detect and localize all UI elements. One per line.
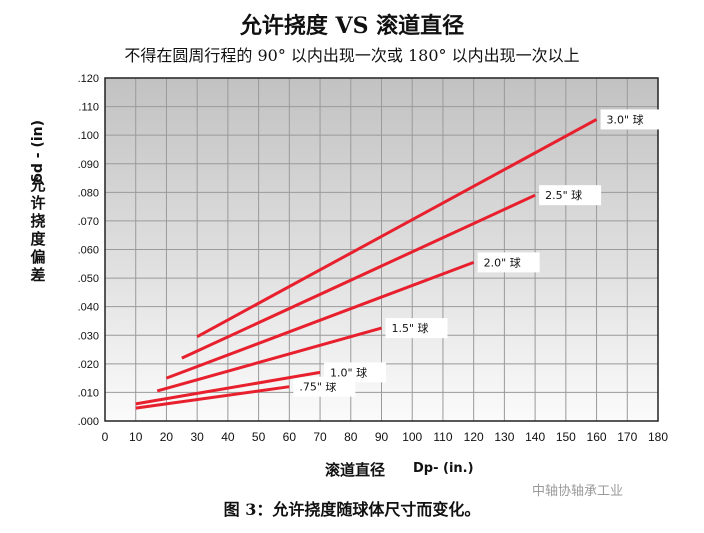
y-tick-label: .070 bbox=[78, 216, 99, 228]
series-line bbox=[156, 326, 382, 393]
series-label-box bbox=[600, 109, 663, 130]
x-tick-label: 60 bbox=[283, 430, 297, 444]
y-tick-label: .060 bbox=[78, 245, 99, 257]
series-label-box bbox=[324, 362, 387, 383]
x-tick-label: 110 bbox=[433, 430, 452, 444]
x-tick-label: 40 bbox=[221, 430, 235, 444]
x-tick-label: 50 bbox=[252, 430, 266, 444]
series-label: .75" 球 bbox=[299, 380, 336, 394]
x-tick-label: 150 bbox=[556, 430, 576, 444]
y-axis-label: 允许挠度偏差 bbox=[30, 176, 46, 284]
x-tick-label: 20 bbox=[160, 430, 174, 444]
x-tick-label: 80 bbox=[344, 430, 358, 444]
x-tick-label: 160 bbox=[587, 430, 607, 444]
series-line bbox=[181, 193, 536, 360]
y-tick-label: .110 bbox=[78, 102, 99, 114]
series-label-box bbox=[539, 185, 602, 206]
watermark: 中轴协轴承工业 bbox=[532, 484, 624, 499]
series-label: 2.5" 球 bbox=[545, 188, 582, 202]
x-tick-label: 10 bbox=[129, 430, 143, 444]
x-tick-label: 180 bbox=[648, 430, 668, 444]
x-tick-label: 140 bbox=[525, 430, 545, 444]
y-tick-label: .090 bbox=[78, 159, 99, 171]
series-label: 1.0" 球 bbox=[330, 365, 367, 379]
x-tick-label: 0 bbox=[102, 430, 109, 444]
x-tick-label: 120 bbox=[464, 430, 484, 444]
x-axis-unit: Dp- (in.) bbox=[413, 461, 474, 476]
plot-frame bbox=[104, 77, 659, 422]
series-line bbox=[135, 370, 321, 406]
y-tick-label: .120 bbox=[78, 73, 99, 85]
y-tick-label: .010 bbox=[78, 387, 99, 399]
series-label-box bbox=[385, 318, 448, 339]
y-tick-label: .040 bbox=[78, 302, 99, 314]
x-tick-label: 70 bbox=[313, 430, 327, 444]
y-tick-label: .050 bbox=[78, 273, 99, 285]
series-label: 1.5" 球 bbox=[392, 321, 429, 335]
x-tick-label: 170 bbox=[617, 430, 637, 444]
chart-title: 允许挠度 VS 滚道直径 bbox=[239, 13, 465, 39]
series-label: 2.0" 球 bbox=[484, 255, 521, 269]
y-tick-label: .000 bbox=[78, 416, 99, 428]
x-tick-label: 130 bbox=[494, 430, 514, 444]
y-tick-label: .030 bbox=[78, 330, 99, 342]
x-tick-label: 30 bbox=[190, 430, 204, 444]
x-tick-label: 90 bbox=[375, 430, 389, 444]
x-axis-label: 滚道直径 bbox=[325, 461, 386, 479]
series-label-box bbox=[477, 252, 540, 273]
series-line bbox=[165, 260, 475, 380]
y-tick-label: .100 bbox=[78, 130, 99, 142]
x-tick-label: 100 bbox=[402, 430, 422, 444]
y-tick-label: .020 bbox=[78, 359, 99, 371]
chart-subtitle: 不得在圆周行程的 90° 以内出现一次或 180° 以内出现一次以上 bbox=[124, 46, 580, 65]
series-label: 3.0" 球 bbox=[607, 112, 644, 126]
series-line bbox=[135, 385, 290, 410]
y-tick-label: .080 bbox=[78, 187, 99, 199]
series-line bbox=[196, 118, 598, 338]
figure-caption: 图 3：允许挠度随球体尺寸而变化。 bbox=[223, 500, 481, 519]
